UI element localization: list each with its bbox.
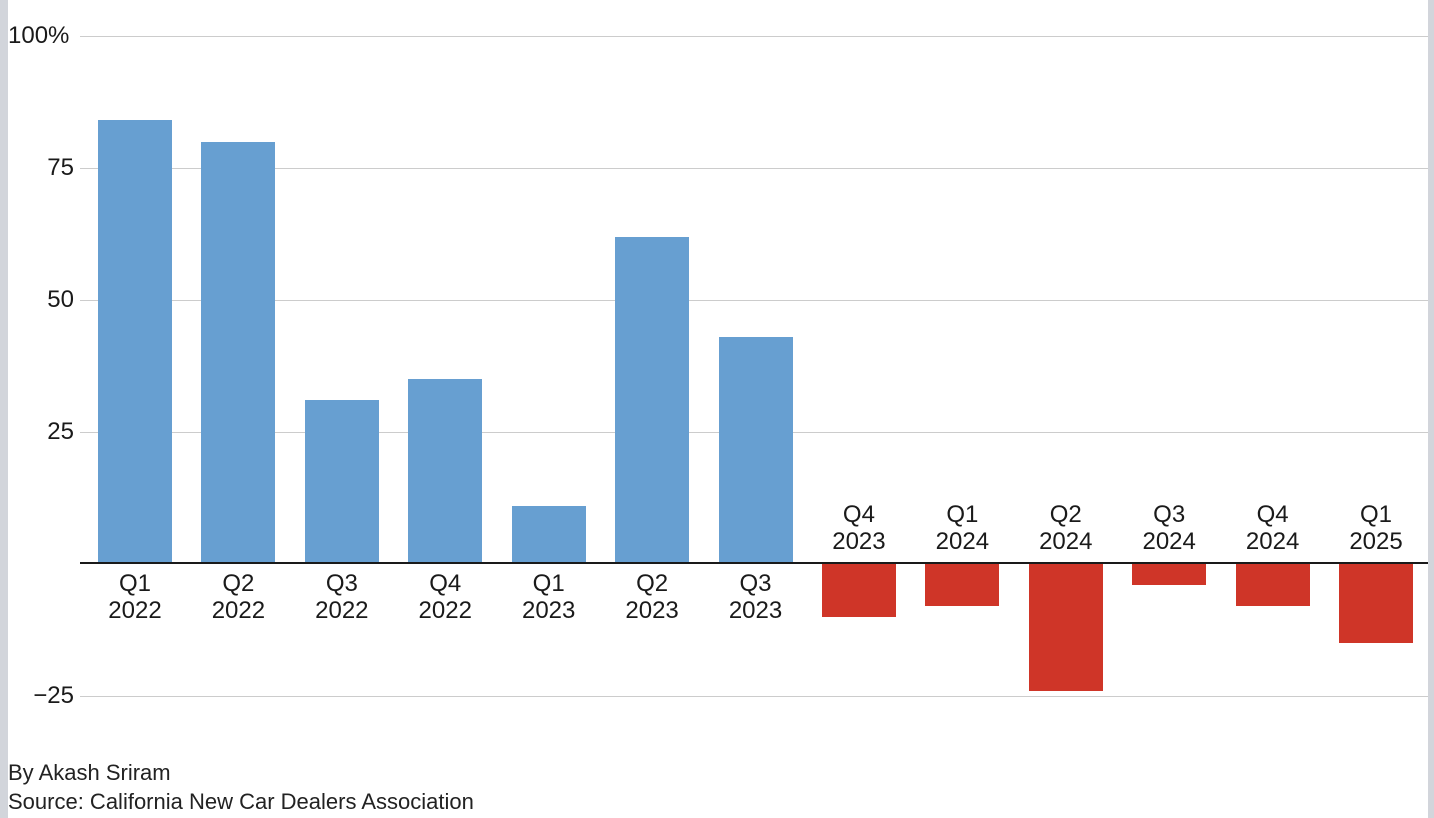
- bar-chart-plot-area: 100% 75 50 25 −25 Q1 2022 Q2 2022 Q3 2022 Q4 2022 Q1 2…: [8, 22, 1428, 709]
- x-label-q3-2024: Q3 2024: [1117, 501, 1221, 555]
- x-label-q1-2024: Q1 2024: [910, 501, 1014, 555]
- x-label-year: 2022: [211, 597, 266, 624]
- gridline-75: [80, 168, 1428, 169]
- gridline--25: [80, 696, 1428, 697]
- x-label-quarter: Q4: [842, 501, 875, 528]
- bar-q3-2024: [1132, 564, 1207, 586]
- x-label-q2-2022: Q2 2022: [186, 570, 290, 624]
- x-label-q1-2022: Q1 2022: [83, 570, 187, 624]
- y-tick-label--25: −25: [33, 682, 74, 709]
- bar-q4-2022: [408, 379, 483, 562]
- x-label-quarter: Q1: [532, 570, 565, 597]
- x-label-year: 2023: [728, 597, 783, 624]
- x-label-quarter: Q2: [636, 570, 669, 597]
- x-label-year: 2022: [418, 597, 472, 624]
- y-tick-label-50: 50: [47, 286, 74, 313]
- y-tick-label-100: 100%: [8, 22, 70, 49]
- x-label-year: 2022: [315, 597, 369, 624]
- x-label-quarter: Q2: [222, 570, 255, 597]
- y-tick-label-75: 75: [47, 154, 74, 181]
- x-label-year: 2024: [1039, 528, 1093, 555]
- bar-q1-2024: [925, 564, 1000, 607]
- x-label-year: 2024: [1142, 528, 1196, 555]
- x-label-quarter: Q3: [739, 570, 772, 597]
- x-label-q3-2023: Q3 2023: [704, 570, 808, 624]
- x-label-quarter: Q1: [1360, 501, 1393, 528]
- x-label-year: 2023: [625, 597, 679, 624]
- x-label-q4-2023: Q4 2023: [807, 501, 911, 555]
- x-label-year: 2022: [108, 597, 162, 624]
- bar-q1-2022: [98, 120, 172, 562]
- x-label-year: 2023: [521, 597, 576, 624]
- gridline-50: [80, 300, 1428, 301]
- right-edge-strip: [1428, 0, 1434, 818]
- x-label-q1-2023: Q1 2023: [497, 570, 601, 624]
- x-label-quarter: Q3: [325, 570, 358, 597]
- chart-footer: By Akash Sriram Source: California New C…: [8, 758, 474, 816]
- left-edge-strip: [0, 0, 8, 818]
- x-axis-zero-line: [80, 562, 1428, 564]
- bar-q4-2023: [821, 564, 896, 617]
- x-label-year: 2024: [935, 528, 990, 555]
- y-tick-label-25: 25: [47, 418, 74, 445]
- bar-q4-2024: [1235, 564, 1310, 607]
- x-label-year: 2024: [1245, 528, 1300, 555]
- x-label-q4-2024: Q4 2024: [1221, 501, 1325, 555]
- x-label-q2-2024: Q2 2024: [1014, 501, 1118, 555]
- x-label-quarter: Q1: [118, 570, 151, 597]
- bar-q3-2023: [718, 336, 793, 562]
- x-label-quarter: Q4: [1256, 501, 1289, 528]
- source-text: Source: California New Car Dealers Assoc…: [8, 789, 474, 814]
- x-label-quarter: Q3: [1153, 501, 1186, 528]
- x-label-quarter: Q4: [429, 570, 462, 597]
- bar-q2-2024: [1028, 564, 1103, 691]
- x-label-quarter: Q2: [1049, 501, 1082, 528]
- x-label-q3-2022: Q3 2022: [290, 570, 394, 624]
- x-label-q4-2022: Q4 2022: [393, 570, 497, 624]
- byline-text: By Akash Sriram: [8, 760, 171, 785]
- bar-q3-2022: [304, 400, 379, 562]
- bar-q1-2023: [511, 505, 586, 562]
- gridline-100: [80, 36, 1428, 37]
- x-label-quarter: Q1: [946, 501, 979, 528]
- x-label-q2-2023: Q2 2023: [600, 570, 704, 624]
- x-label-year: 2023: [832, 528, 886, 555]
- bar-q1-2025: [1339, 564, 1414, 644]
- x-label-year: 2025: [1349, 528, 1403, 555]
- bar-q2-2023: [615, 236, 690, 562]
- bar-q2-2022: [201, 141, 276, 562]
- x-label-q1-2025: Q1 2025: [1324, 501, 1428, 555]
